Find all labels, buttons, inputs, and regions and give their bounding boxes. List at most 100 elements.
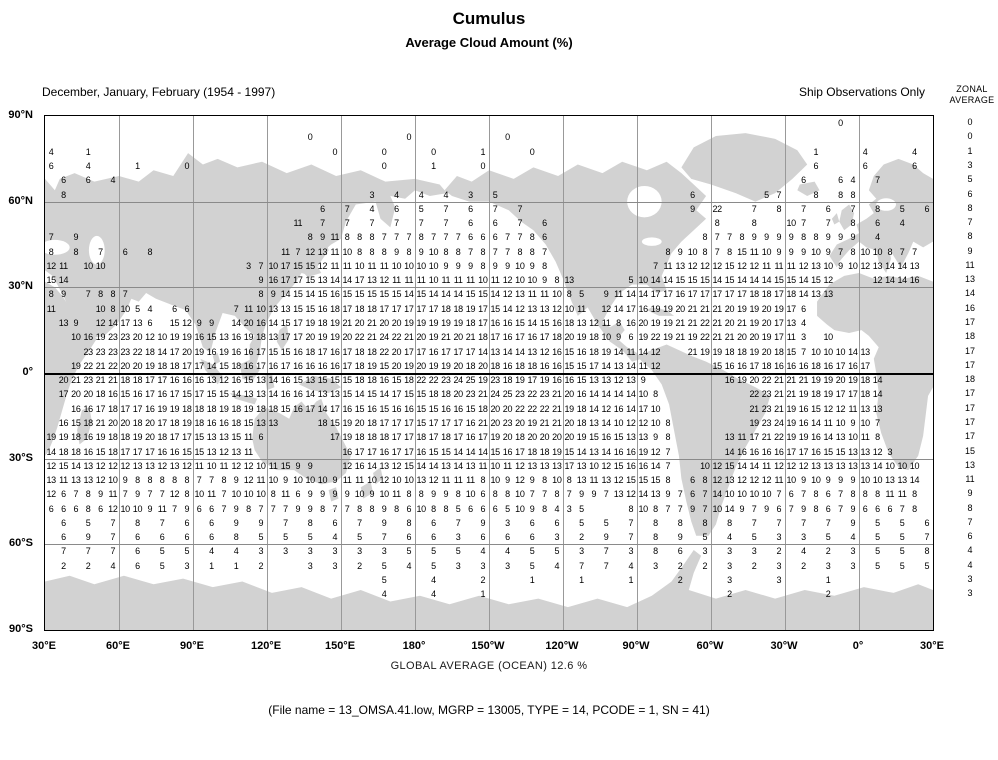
cloud-amount-value: 10 [638,389,648,400]
cloud-amount-value: 17 [256,346,266,357]
cloud-amount-value: 5 [258,532,264,543]
cloud-amount-value: 5 [924,560,930,571]
cloud-amount-value: 18 [317,318,328,329]
cloud-amount-value: 12 [650,360,661,371]
cloud-amount-value: 15 [317,375,328,386]
cloud-amount-value: 21 [687,346,698,357]
cloud-amount-value: 11 [244,446,253,457]
cloud-amount-value: 8 [172,475,177,486]
cloud-amount-value: 12 [712,260,722,271]
cloud-amount-value: 17 [354,446,365,457]
cloud-amount-value: 15 [441,446,451,457]
cloud-amount-value: 17 [860,360,870,371]
zonal-header-line1: ZONAL [956,84,988,94]
cloud-amount-value: 9 [776,246,782,257]
cloud-amount-value: 5 [431,560,436,571]
cloud-amount-value: 9 [776,232,782,243]
cloud-amount-value: 12 [613,475,624,486]
cloud-amount-value: 13 [132,460,143,471]
cloud-amount-value: 17 [280,332,291,343]
cloud-amount-value: 15 [46,275,56,286]
cloud-amount-value: 18 [120,375,130,386]
cloud-amount-value: 14 [589,403,599,414]
cloud-amount-value: 16 [811,446,821,457]
cloud-amount-value: 8 [48,289,54,300]
cloud-amount-value: 16 [330,360,340,371]
cloud-amount-value: 15 [564,446,574,457]
cloud-amount-value: 16 [280,389,291,400]
cloud-amount-value: 9 [690,203,695,214]
cloud-amount-value: 3 [566,503,572,514]
cloud-amount-value: 10 [848,432,858,443]
cloud-amount-value: 14 [909,475,920,486]
cloud-amount-value: 20 [675,303,685,314]
cloud-amount-value: 21 [687,303,698,314]
cloud-amount-value: 17 [786,303,796,314]
cloud-amount-value: 12 [515,303,525,314]
cloud-amount-value: 16 [330,346,340,357]
cloud-amount-value: 7 [838,246,843,257]
island-japan [304,241,329,279]
cloud-amount-value: 10 [428,260,439,271]
cloud-amount-value: 19 [157,403,167,414]
cloud-amount-value: 25 [465,375,476,386]
cloud-amount-value: 17 [342,360,352,371]
cloud-amount-value: 6 [554,517,560,528]
cloud-amount-value: 20 [761,318,772,329]
cloud-amount-value: 6 [135,532,140,543]
cloud-amount-value: 9 [196,318,202,329]
cloud-amount-value: 11 [244,303,253,314]
zonal-average-value: 4 [967,559,973,570]
cloud-amount-value: 9 [788,246,794,257]
cloud-amount-value: 7 [529,489,535,500]
cloud-amount-value: 22 [761,375,772,386]
cloud-amount-value: 10 [120,503,130,514]
cloud-amount-value: 4 [801,318,806,329]
cloud-amount-value: 4 [554,503,560,514]
lon-tick-label: 30°E [920,640,944,652]
cloud-amount-value: 14 [342,275,352,286]
cloud-amount-value: 8 [912,503,917,514]
grid-line-horizontal [45,458,933,460]
cloud-amount-value: 12 [502,275,513,286]
cloud-amount-value: 20 [120,417,130,428]
cloud-amount-value: 9 [73,318,79,329]
cloud-amount-value: 20 [564,432,574,443]
cloud-amount-value: 14 [478,446,488,457]
cloud-amount-value: 8 [406,246,412,257]
cloud-amount-value: 6 [135,546,140,557]
cloud-amount-value: 10 [823,332,833,343]
cloud-amount-value: 10 [897,460,907,471]
cloud-amount-value: 22 [379,346,389,357]
cloud-amount-value: 17 [132,403,143,414]
zonal-average-value: 17 [964,345,975,356]
cloud-amount-value: 22 [527,403,537,414]
cloud-amount-value: 20 [761,346,772,357]
cloud-amount-value: 11 [749,246,759,257]
cloud-amount-value: 8 [653,546,658,557]
cloud-amount-value: 20 [182,346,192,357]
cloud-amount-value: 8 [529,232,535,243]
cloud-amount-value: 14 [206,360,217,371]
island-madagascar [77,407,92,445]
cloud-amount-value: 13 [317,389,328,400]
cloud-amount-value: 10 [835,346,846,357]
cloud-amount-value: 16 [798,403,809,414]
cloud-amount-value: 15 [342,289,352,300]
cloud-amount-value: 4 [875,232,880,243]
cloud-amount-value: 12 [737,475,747,486]
cloud-amount-value: 2 [825,589,831,600]
cloud-amount-value: 17 [391,303,402,314]
cloud-amount-value: 6 [48,160,54,171]
cloud-amount-value: 18 [194,417,204,428]
cloud-amount-value: 13 [539,460,550,471]
cloud-amount-value: 13 [626,432,636,443]
cloud-amount-value: 11 [281,489,290,500]
cloud-amount-value: 8 [233,532,239,543]
cloud-amount-value: 10 [613,417,624,428]
cloud-amount-value: 21 [478,389,488,400]
cloud-amount-value: 8 [110,303,116,314]
cloud-amount-value: 16 [761,446,772,457]
cloud-amount-value: 16 [638,303,648,314]
cloud-amount-value: 16 [613,446,624,457]
